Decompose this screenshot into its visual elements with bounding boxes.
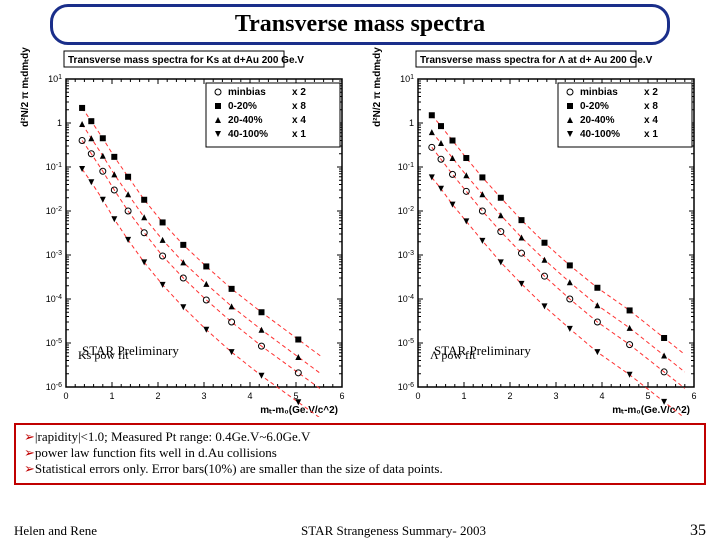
- svg-text:Transverse mass spectra for Λ: Transverse mass spectra for Λ at d+ Au 2…: [420, 55, 653, 66]
- note-line-1: ➢power law function fits well in d.Au co…: [24, 445, 696, 461]
- plot-right: Transverse mass spectra for Λ at d+ Au 2…: [366, 47, 706, 417]
- svg-text:10-4: 10-4: [46, 294, 62, 305]
- footer: Helen and Rene STAR Strangeness Summary-…: [0, 522, 720, 540]
- svg-text:0: 0: [415, 391, 420, 401]
- arrow-icon: ➢: [24, 445, 35, 460]
- svg-text:x 4: x 4: [292, 115, 306, 126]
- svg-text:10-5: 10-5: [398, 338, 414, 349]
- svg-text:x 4: x 4: [644, 115, 658, 126]
- svg-text:4: 4: [247, 391, 252, 401]
- notes-box: ➢|rapidity|<1.0; Measured Pt range: 0.4G…: [14, 423, 706, 485]
- svg-text:minbias: minbias: [228, 87, 266, 98]
- svg-text:d²N/2 π mₜdmₜdy: d²N/2 π mₜdmₜdy: [372, 47, 383, 127]
- svg-text:3: 3: [201, 391, 206, 401]
- slide-title-box: Transverse mass spectra: [50, 4, 670, 45]
- footer-right: 35: [690, 522, 706, 540]
- svg-text:0-20%: 0-20%: [228, 101, 257, 112]
- svg-text:minbias: minbias: [580, 87, 618, 98]
- svg-text:20-40%: 20-40%: [228, 115, 263, 126]
- svg-text:10-3: 10-3: [46, 250, 62, 261]
- svg-text:6: 6: [339, 391, 344, 401]
- note-line-2: ➢Statistical errors only. Error bars(10%…: [24, 461, 696, 477]
- svg-text:10-3: 10-3: [398, 250, 414, 261]
- svg-text:0-20%: 0-20%: [580, 101, 609, 112]
- chart-svg-left: Transverse mass spectra for Ks at d+Au 2…: [14, 47, 354, 417]
- svg-text:x 1: x 1: [292, 129, 306, 140]
- prelim-label-right: STAR Preliminary: [434, 343, 531, 359]
- svg-text:1: 1: [109, 391, 114, 401]
- chart-svg-right: Transverse mass spectra for Λ at d+ Au 2…: [366, 47, 706, 417]
- svg-text:5: 5: [645, 391, 650, 401]
- svg-text:10-6: 10-6: [46, 382, 62, 393]
- svg-text:10-2: 10-2: [398, 206, 414, 217]
- svg-text:40-100%: 40-100%: [580, 129, 620, 140]
- svg-text:x 8: x 8: [644, 101, 658, 112]
- prelim-label-left: STAR Preliminary: [82, 343, 179, 359]
- slide-title: Transverse mass spectra: [235, 11, 485, 37]
- footer-center: STAR Strangeness Summary- 2003: [97, 523, 690, 539]
- svg-text:x 1: x 1: [644, 129, 658, 140]
- svg-text:2: 2: [155, 391, 160, 401]
- svg-text:3: 3: [553, 391, 558, 401]
- svg-text:10-1: 10-1: [46, 162, 62, 173]
- svg-text:2: 2: [507, 391, 512, 401]
- plot-left: Transverse mass spectra for Ks at d+Au 2…: [14, 47, 354, 417]
- svg-text:1: 1: [409, 118, 414, 128]
- svg-text:10-6: 10-6: [398, 382, 414, 393]
- svg-text:1: 1: [57, 118, 62, 128]
- svg-text:6: 6: [691, 391, 696, 401]
- svg-text:1: 1: [461, 391, 466, 401]
- svg-text:x 2: x 2: [292, 87, 306, 98]
- svg-text:101: 101: [400, 74, 414, 85]
- svg-text:0: 0: [63, 391, 68, 401]
- svg-text:101: 101: [48, 74, 62, 85]
- svg-text:10-2: 10-2: [46, 206, 62, 217]
- note-line-0: ➢|rapidity|<1.0; Measured Pt range: 0.4G…: [24, 429, 696, 445]
- svg-text:d²N/2 π mₜdmₜdy: d²N/2 π mₜdmₜdy: [20, 47, 31, 127]
- svg-text:mₜ-m₀(Ge.V/c^2): mₜ-m₀(Ge.V/c^2): [612, 405, 690, 416]
- svg-text:Transverse mass spectra for Ks: Transverse mass spectra for Ks at d+Au 2…: [68, 55, 304, 66]
- footer-left: Helen and Rene: [14, 523, 97, 539]
- svg-text:40-100%: 40-100%: [228, 129, 268, 140]
- arrow-icon: ➢: [24, 429, 35, 444]
- svg-text:x 8: x 8: [292, 101, 306, 112]
- svg-text:10-1: 10-1: [398, 162, 414, 173]
- svg-text:20-40%: 20-40%: [580, 115, 615, 126]
- svg-text:x 2: x 2: [644, 87, 658, 98]
- arrow-icon: ➢: [24, 461, 35, 476]
- svg-text:10-4: 10-4: [398, 294, 414, 305]
- svg-text:mₜ-m₀(Ge.V/c^2): mₜ-m₀(Ge.V/c^2): [260, 405, 338, 416]
- svg-text:4: 4: [599, 391, 604, 401]
- plots-row: Transverse mass spectra for Ks at d+Au 2…: [0, 47, 720, 417]
- svg-text:10-5: 10-5: [46, 338, 62, 349]
